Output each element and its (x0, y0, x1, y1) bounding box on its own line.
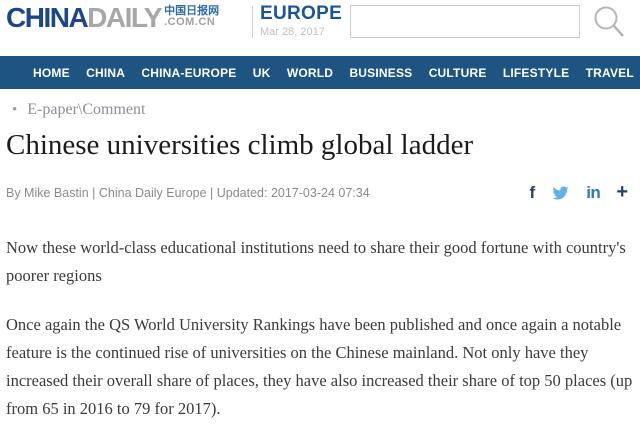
logo-domain-text: .COM.CN (164, 16, 216, 28)
nav-item-business[interactable]: BUSINESS (349, 65, 413, 80)
logo-china-text: CHINA (6, 2, 89, 33)
nav-item-culture[interactable]: CULTURE (428, 65, 487, 80)
chinadaily-logo[interactable]: CHINADAILY 中国日报网 .COM.CN (6, 4, 219, 32)
article-paragraph: Once again the QS World University Ranki… (6, 315, 633, 418)
header-divider (252, 6, 253, 38)
nav-item-lifestyle[interactable]: LIFESTYLE (502, 65, 570, 80)
logo-wordmark: CHINADAILY (6, 2, 163, 33)
breadcrumb-label[interactable]: E-paper\Comment (27, 101, 146, 118)
breadcrumb: • E-paper\Comment (8, 101, 634, 119)
share-buttons: f in + (529, 181, 628, 203)
search-button[interactable] (591, 4, 627, 40)
page-title: Chinese universities climb global ladder (6, 129, 474, 161)
nav-item-travel[interactable]: TRAVEL (585, 65, 634, 80)
logo-cn-block: 中国日报网 .COM.CN (164, 6, 219, 28)
search-icon (591, 6, 627, 43)
nav-item-uk[interactable]: UK (252, 65, 271, 80)
byline-row: By Mike Bastin | China Daily Europe | Up… (6, 181, 634, 203)
edition-label: EUROPE (260, 3, 343, 24)
linkedin-icon[interactable]: in (586, 183, 601, 202)
edition-block: EUROPE Mar 28, 2017 (260, 3, 342, 38)
site-header: CHINADAILY 中国日报网 .COM.CN EUROPE Mar 28, … (0, 0, 640, 56)
article-body: Now these world-class educational instit… (6, 234, 634, 423)
nav-item-world[interactable]: WORLD (286, 65, 334, 80)
share-more-icon[interactable]: + (616, 181, 628, 203)
nav-item-china-europe[interactable]: CHINA-EUROPE (141, 65, 237, 80)
breadcrumb-bullet-icon: • (12, 101, 18, 118)
main-nav: HOME CHINA CHINA-EUROPE UK WORLD BUSINES… (0, 56, 640, 89)
article-content: • E-paper\Comment Chinese universities c… (0, 89, 640, 444)
twitter-icon[interactable] (551, 185, 570, 201)
facebook-icon[interactable]: f (529, 183, 536, 202)
logo-daily-text: DAILY (87, 2, 162, 33)
article-byline: By Mike Bastin | China Daily Europe | Up… (6, 185, 370, 200)
edition-date: Mar 28, 2017 (260, 26, 325, 38)
nav-item-china[interactable]: CHINA (86, 65, 126, 80)
logo-chinese-text: 中国日报网 (164, 5, 220, 17)
article-paragraph: Now these world-class educational instit… (6, 238, 626, 285)
search-input[interactable] (350, 5, 580, 38)
nav-item-home[interactable]: HOME (33, 65, 70, 80)
